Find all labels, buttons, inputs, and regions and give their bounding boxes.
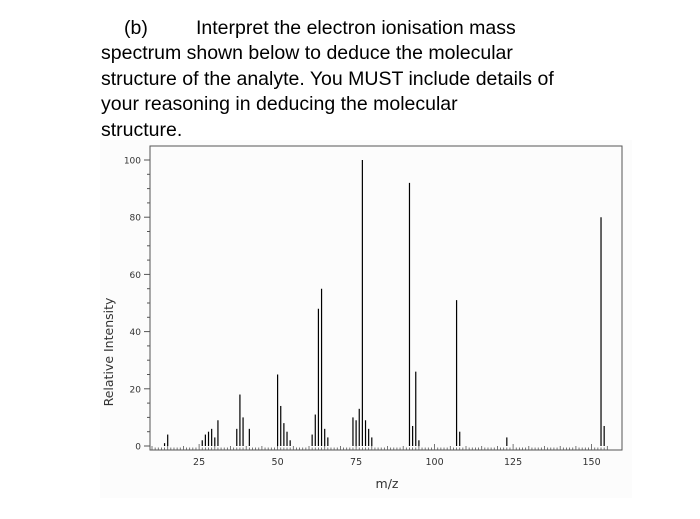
y-tick-label: 40	[130, 328, 142, 338]
x-tick-label: 50	[272, 457, 284, 468]
y-tick-label: 20	[130, 385, 142, 395]
x-tick-label: 125	[504, 457, 522, 468]
mass-spectrum-chart: 0 20 40 60 80 100 25 50 75 100 125 150 Relative In…	[101, 145, 623, 491]
question-line-5: structure.	[101, 118, 183, 141]
mass-spectrum-figure: 0 20 40 60 80 100 25 50 75 100 125 150 Relative In…	[100, 140, 632, 498]
question-line-2: spectrum shown below to deduce the molec…	[101, 42, 513, 65]
question-line-3: structure of the analyte. You MUST inclu…	[101, 67, 554, 90]
question-text: (b) Interpret the electron ionisation mas…	[101, 16, 621, 143]
y-tick-label: 80	[130, 214, 142, 224]
y-tick-label: 60	[130, 271, 142, 281]
y-tick-label: 0	[135, 443, 141, 453]
question-label: (b)	[124, 17, 148, 39]
x-tick-label: 75	[350, 457, 362, 468]
y-tick-label: 100	[124, 157, 141, 167]
y-axis-label: Relative Intensity	[101, 297, 116, 406]
plot-frame	[149, 145, 623, 451]
x-axis-label: m/z	[376, 476, 399, 491]
question-line-1: (b) Interpret the electron ionisation mas…	[101, 16, 621, 41]
question-line-4: your reasoning in deducing the molecular	[101, 93, 458, 116]
x-tick-label: 150	[583, 457, 601, 468]
x-tick-label: 100	[426, 457, 444, 468]
x-tick-label: 25	[193, 457, 205, 468]
